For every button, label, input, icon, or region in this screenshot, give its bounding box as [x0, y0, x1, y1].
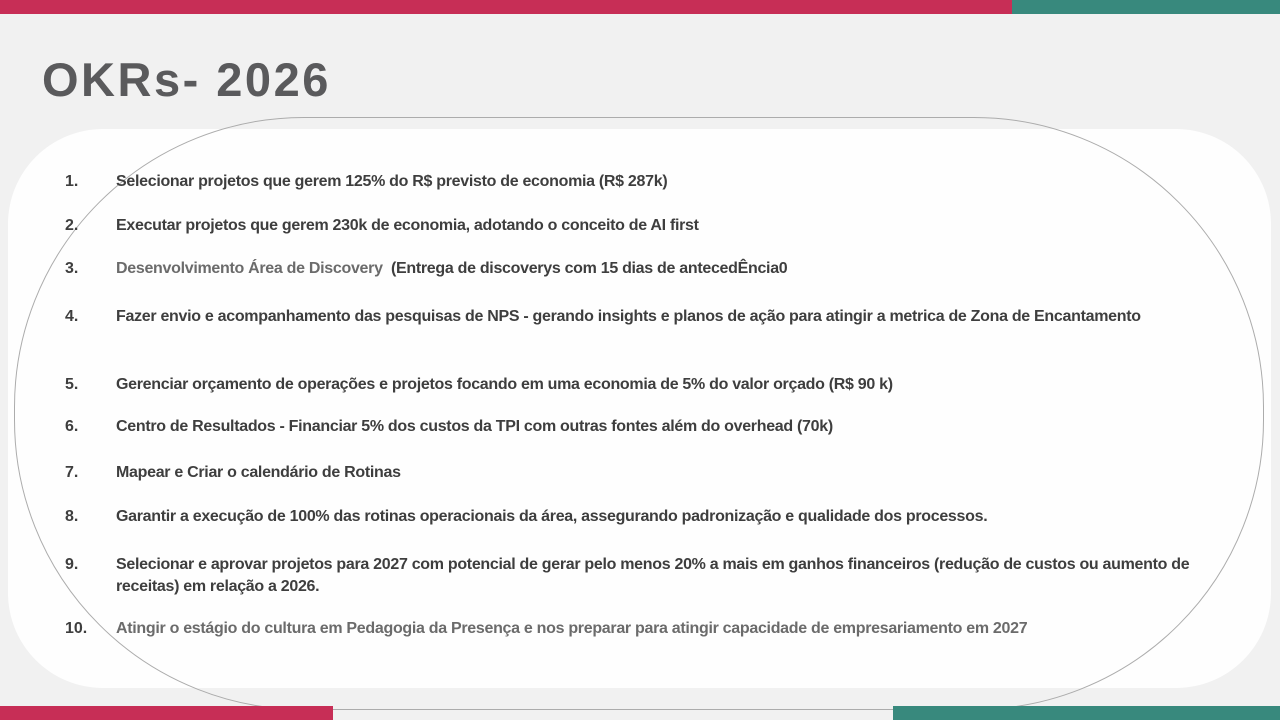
content-panel	[8, 129, 1271, 688]
okr-item-number: 6.	[65, 418, 79, 435]
top-bar-teal-accent	[1012, 0, 1280, 14]
okr-item: 3. Desenvolvimento Área de Discovery (En…	[65, 258, 1250, 280]
okr-item: 2. Executar projetos que gerem 230k de e…	[65, 215, 1250, 237]
okr-item-number: 8.	[65, 508, 79, 525]
okr-item-text: Gerenciar orçamento de operações e proje…	[116, 376, 893, 393]
okr-item-text: Centro de Resultados - Financiar 5% dos …	[116, 418, 833, 435]
okr-item-text-rest: (Entrega de discoverys com 15 dias de an…	[382, 260, 788, 277]
okr-item: 7. Mapear e Criar o calendário de Rotina…	[65, 462, 1250, 484]
okr-item-number: 9.	[65, 556, 79, 573]
okr-item: 9. Selecionar e aprovar projetos para 20…	[65, 554, 1250, 598]
okr-item-number: 2.	[65, 217, 79, 234]
okr-item-number: 7.	[65, 464, 79, 481]
okr-item-text: Executar projetos que gerem 230k de econ…	[116, 217, 699, 234]
bottom-bar-teal-accent	[893, 706, 1280, 720]
okr-item-number: 5.	[65, 376, 79, 393]
okr-item-text: Fazer envio e acompanhamento das pesquis…	[116, 308, 1141, 325]
okr-item-number: 10.	[65, 620, 88, 637]
bottom-bar-red-accent	[0, 706, 333, 720]
okr-item-text: Selecionar projetos que gerem 125% do R$…	[116, 173, 668, 190]
okr-item-text-highlight: Desenvolvimento Área de Discovery	[116, 260, 383, 277]
okr-item-text: Selecionar e aprovar projetos para 2027 …	[116, 556, 1194, 595]
okr-item: 5. Gerenciar orçamento de operações e pr…	[65, 374, 1250, 396]
okr-item-text: Desenvolvimento Área de Discovery (Entre…	[116, 258, 1245, 280]
okr-item: 10. Atingir o estágio do cultura em Peda…	[65, 618, 1250, 640]
okr-item: 1. Selecionar projetos que gerem 125% do…	[65, 171, 1250, 193]
okr-item-text: Garantir a execução de 100% das rotinas …	[116, 508, 988, 525]
okr-item-text: Atingir o estágio do cultura em Pedagogi…	[116, 620, 1028, 637]
okr-item-text: Mapear e Criar o calendário de Rotinas	[116, 464, 401, 481]
okr-item-number: 4.	[65, 308, 79, 325]
page-title: OKRs- 2026	[42, 53, 331, 106]
okr-item-number: 3.	[65, 260, 79, 277]
okr-item: 8. Garantir a execução de 100% das rotin…	[65, 506, 1250, 528]
okr-item: 6. Centro de Resultados - Financiar 5% d…	[65, 416, 1250, 438]
top-bar-red-accent	[0, 0, 1012, 14]
okr-item-number: 1.	[65, 173, 79, 190]
okr-item: 4. Fazer envio e acompanhamento das pesq…	[65, 306, 1250, 328]
